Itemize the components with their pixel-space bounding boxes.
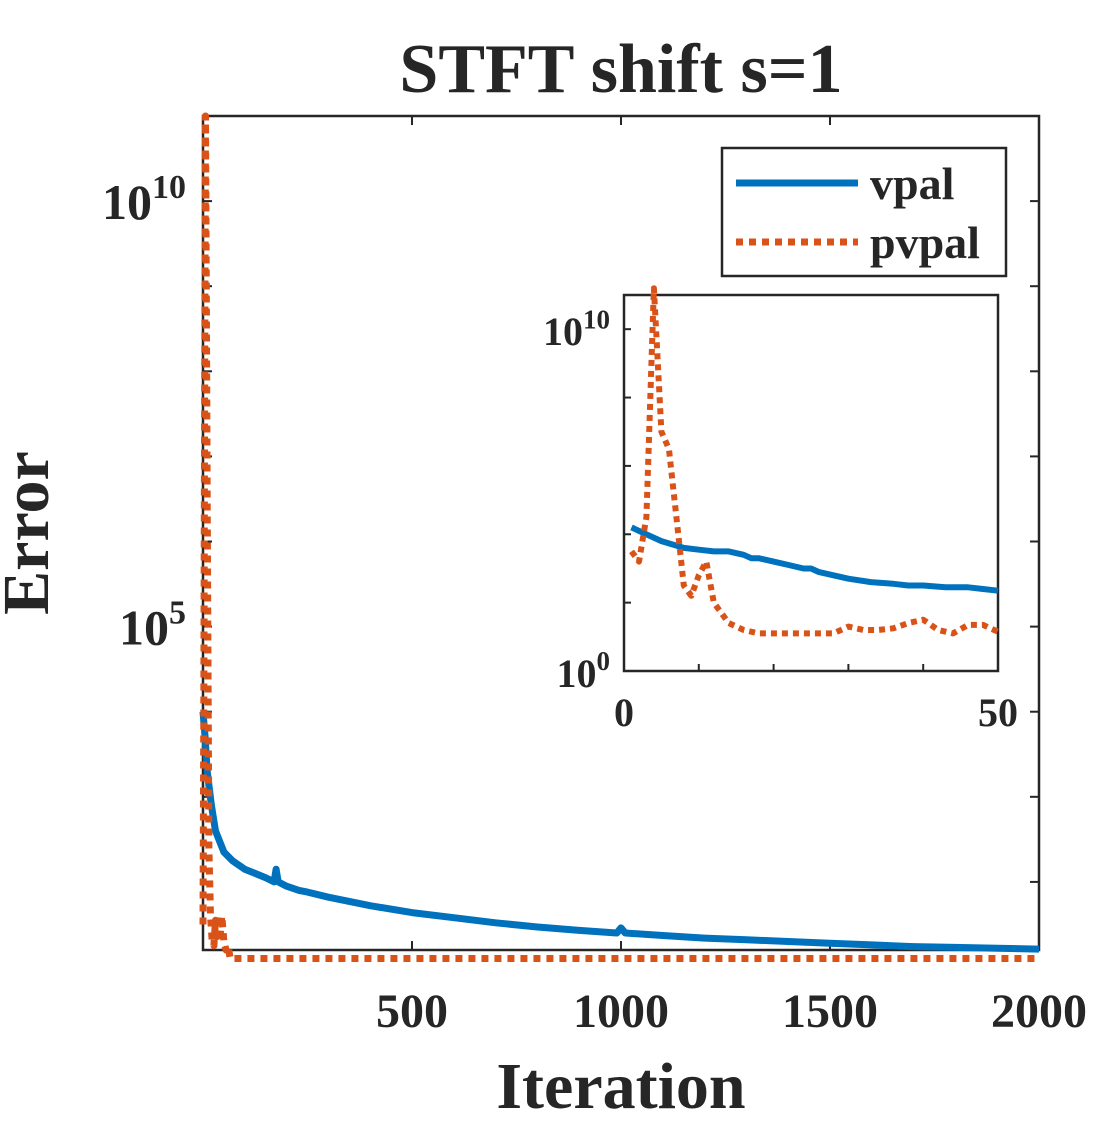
inset-x-tick-label: 0 bbox=[614, 690, 634, 735]
main-series bbox=[199, 112, 1040, 962]
y-axis-label: Error bbox=[0, 451, 63, 615]
inset-ticks bbox=[623, 328, 999, 672]
legend-label-pvpal: pvpal bbox=[870, 217, 980, 268]
main-y-tick-label: 105 bbox=[119, 595, 186, 656]
main-x-tick-label: 500 bbox=[376, 985, 448, 1038]
legend: vpal pvpal bbox=[720, 146, 1008, 278]
inset-x-tick-label: 50 bbox=[978, 690, 1018, 735]
inset-series bbox=[629, 285, 1000, 637]
inset-line-pvpal bbox=[629, 285, 1000, 637]
inset-y-tick-label: 100 bbox=[557, 646, 611, 696]
inset-y-tick-label: 1010 bbox=[543, 304, 610, 354]
inset-plot-area bbox=[622, 293, 1000, 673]
inset-tick-labels: 0 50 100 1010 bbox=[543, 304, 1018, 735]
main-x-tick-label: 1500 bbox=[782, 985, 878, 1038]
chart-title: STFT shift s=1 bbox=[399, 31, 842, 108]
main-y-tick-label: 1010 bbox=[102, 169, 186, 230]
legend-box bbox=[720, 146, 1008, 278]
main-line-pvpal bbox=[199, 112, 1039, 962]
main-x-tick-label: 1000 bbox=[573, 985, 669, 1038]
inset-line-vpal bbox=[630, 524, 999, 594]
x-axis-label: Iteration bbox=[496, 1050, 745, 1123]
legend-label-vpal: vpal bbox=[870, 158, 954, 209]
main-line-vpal bbox=[199, 711, 1040, 953]
main-x-tick-label: 2000 bbox=[991, 985, 1087, 1038]
